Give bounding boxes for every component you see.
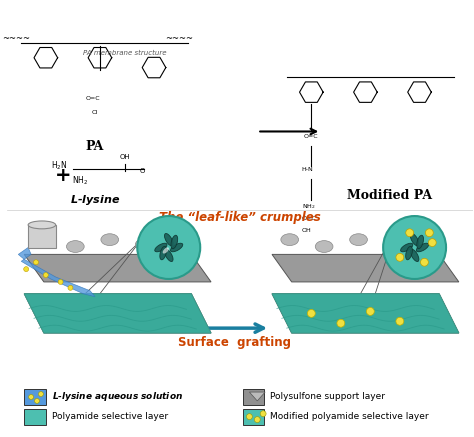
Circle shape — [425, 229, 433, 237]
Circle shape — [406, 229, 414, 237]
Circle shape — [366, 308, 374, 316]
Circle shape — [428, 239, 436, 246]
Circle shape — [260, 411, 266, 416]
Text: Polysulfone support layer: Polysulfone support layer — [270, 392, 385, 402]
Circle shape — [337, 319, 345, 327]
Ellipse shape — [164, 249, 173, 261]
Circle shape — [246, 414, 252, 420]
Ellipse shape — [155, 243, 167, 252]
Polygon shape — [24, 254, 211, 282]
Ellipse shape — [410, 233, 419, 246]
Polygon shape — [272, 294, 459, 333]
Circle shape — [34, 260, 38, 265]
Ellipse shape — [315, 241, 333, 253]
FancyBboxPatch shape — [24, 409, 46, 424]
Ellipse shape — [66, 241, 84, 253]
Circle shape — [68, 285, 73, 290]
Circle shape — [396, 317, 404, 325]
Text: O: O — [139, 168, 145, 174]
Circle shape — [420, 258, 428, 266]
Ellipse shape — [135, 239, 153, 250]
Ellipse shape — [414, 232, 431, 243]
Circle shape — [58, 280, 63, 284]
Ellipse shape — [417, 235, 423, 249]
Text: OH: OH — [301, 228, 311, 233]
Ellipse shape — [416, 243, 428, 252]
Text: H-N: H-N — [301, 167, 313, 172]
Ellipse shape — [171, 243, 183, 252]
Circle shape — [35, 399, 39, 403]
Ellipse shape — [171, 235, 178, 249]
Text: The “leaf-like” crumples: The “leaf-like” crumples — [159, 211, 320, 223]
Polygon shape — [28, 225, 55, 247]
Circle shape — [396, 253, 404, 261]
Circle shape — [28, 395, 34, 399]
Circle shape — [44, 273, 48, 277]
Text: Polyamide selective layer: Polyamide selective layer — [52, 412, 168, 421]
Text: $\bfit{L}$-lysine: $\bfit{L}$-lysine — [70, 193, 120, 207]
Ellipse shape — [165, 232, 182, 243]
Polygon shape — [249, 392, 265, 401]
Circle shape — [38, 392, 44, 396]
Ellipse shape — [160, 246, 166, 260]
Text: NH$_2$: NH$_2$ — [72, 175, 88, 187]
Ellipse shape — [384, 239, 402, 250]
Circle shape — [383, 216, 446, 279]
Ellipse shape — [350, 234, 367, 246]
Ellipse shape — [281, 234, 299, 246]
Text: O=C: O=C — [86, 96, 100, 101]
Text: O=C: O=C — [303, 134, 318, 139]
Ellipse shape — [401, 243, 413, 252]
Circle shape — [255, 416, 260, 423]
Circle shape — [137, 216, 200, 279]
FancyBboxPatch shape — [24, 389, 46, 405]
Text: +: + — [55, 166, 72, 185]
Text: Modified polyamide selective layer: Modified polyamide selective layer — [270, 412, 428, 421]
Ellipse shape — [163, 247, 169, 253]
Text: Surface  grafting: Surface grafting — [178, 336, 291, 350]
Text: NH$_2$: NH$_2$ — [301, 202, 315, 211]
Text: Cl: Cl — [92, 110, 98, 115]
Text: $\bfit{L}$-lysine aqueous solution: $\bfit{L}$-lysine aqueous solution — [52, 391, 183, 403]
Text: OH: OH — [119, 154, 130, 160]
Polygon shape — [272, 294, 459, 333]
Polygon shape — [24, 294, 211, 333]
FancyBboxPatch shape — [243, 409, 264, 424]
Ellipse shape — [410, 249, 419, 261]
Circle shape — [24, 267, 28, 272]
Circle shape — [308, 309, 315, 317]
Polygon shape — [24, 294, 211, 333]
Text: ~~~~: ~~~~ — [165, 34, 193, 43]
Ellipse shape — [406, 246, 412, 260]
Text: H$_2$N: H$_2$N — [51, 160, 67, 172]
FancyBboxPatch shape — [243, 389, 264, 405]
Text: PA: PA — [86, 140, 104, 153]
Ellipse shape — [164, 233, 173, 246]
Text: ~~~~: ~~~~ — [2, 34, 30, 43]
Text: PA membrane structure: PA membrane structure — [83, 50, 166, 56]
Ellipse shape — [28, 221, 55, 229]
Ellipse shape — [101, 234, 118, 246]
Text: Modified PA: Modified PA — [347, 189, 433, 202]
Text: O=C: O=C — [301, 216, 316, 221]
Polygon shape — [272, 254, 459, 282]
Polygon shape — [18, 247, 95, 297]
Ellipse shape — [32, 234, 50, 246]
